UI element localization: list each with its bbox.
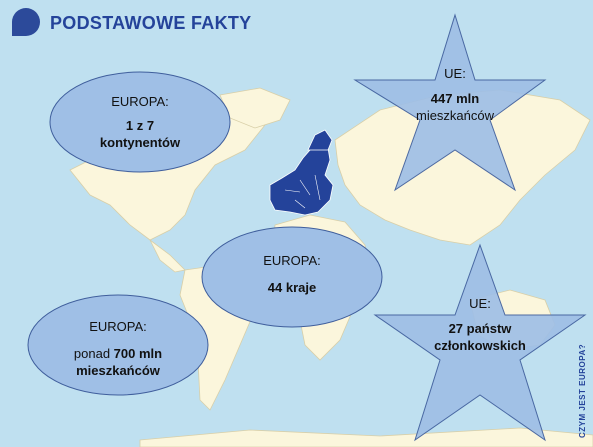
eu-population-label: UE:	[444, 66, 466, 81]
population-prefix: ponad	[73, 346, 114, 361]
europe-eu	[269, 144, 334, 216]
ellipse-continents	[49, 71, 231, 173]
continents-label: EUROPA:	[111, 94, 169, 109]
continents-bubble: EUROPA: 1 z 7 kontynentów	[60, 93, 220, 151]
eu-population-value: 447 mln	[430, 91, 480, 106]
eu-members-star-text: UE: 27 państw członkowskich	[415, 295, 545, 354]
title-badge-icon	[12, 8, 40, 36]
star-eu-population	[353, 13, 547, 192]
eu-members-value: 27 państw członkowskich	[434, 321, 526, 353]
page-title: PODSTAWOWE FAKTY	[50, 13, 252, 33]
population-value: 700 mln	[113, 346, 163, 361]
header-bar: PODSTAWOWE FAKTY	[0, 0, 593, 50]
population-label: EUROPA:	[89, 319, 147, 334]
ellipse-population	[27, 294, 209, 396]
population-line: ponad 700 mln	[38, 345, 198, 362]
antarctica	[139, 427, 593, 447]
star-eu-members	[373, 243, 587, 442]
eu-members-label: UE:	[469, 296, 491, 311]
population-suffix: mieszkańców	[76, 363, 160, 378]
scandinavia-eu	[307, 129, 333, 151]
countries-value: 44 kraje	[267, 280, 317, 295]
side-section-label: CZYM JEST EUROPA?	[578, 343, 587, 438]
ellipse-countries	[201, 226, 383, 328]
countries-label: EUROPA:	[263, 253, 321, 268]
population-bubble: EUROPA: ponad 700 mln mieszkańców	[38, 318, 198, 379]
countries-bubble: EUROPA: 44 kraje	[212, 252, 372, 296]
eu-population-star-text: UE: 447 mln mieszkańców	[395, 65, 515, 124]
continents-value: 1 z 7 kontynentów	[99, 118, 181, 150]
eu-population-suffix: mieszkańców	[415, 108, 495, 123]
central-america	[149, 239, 186, 273]
eu-borders	[284, 174, 321, 209]
